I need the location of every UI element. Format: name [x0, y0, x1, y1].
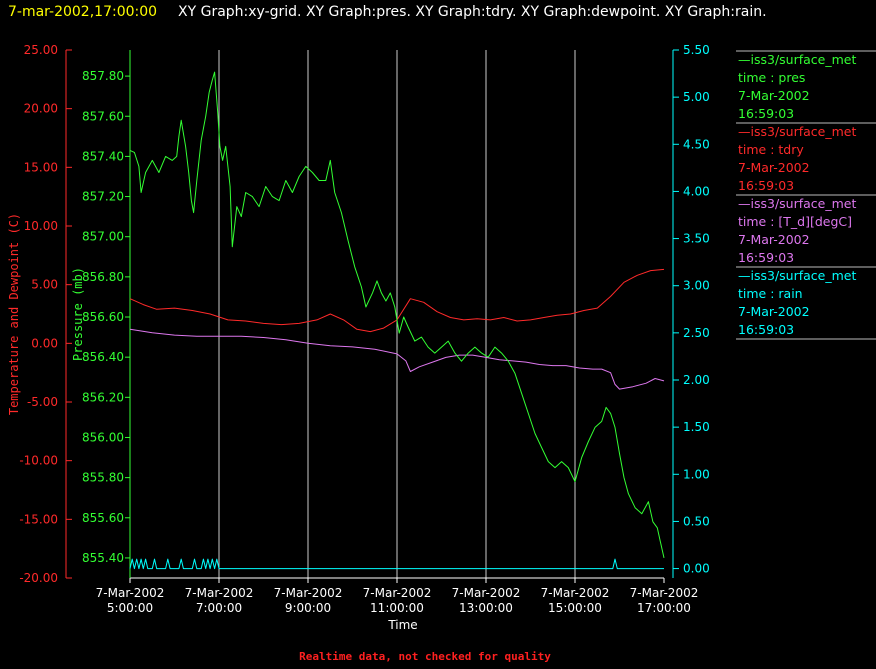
vertical-grid	[218, 50, 576, 578]
y-tick-label-rain: 4.00	[683, 184, 710, 198]
y-tick-label-temperature: -10.00	[19, 454, 58, 468]
y-tick-label-pressure: 857.20	[82, 190, 124, 204]
axes: 7-Mar-20025:00:007-Mar-20027:00:007-Mar-…	[19, 43, 709, 615]
x-tick-date: 7-Mar-2002	[541, 586, 610, 600]
y-tick-label-pressure: 856.80	[82, 270, 124, 284]
y-axis-label-temperature: Temperature and Dewpoint (C)	[7, 213, 21, 415]
y-tick-label-rain: 3.00	[683, 279, 710, 293]
series-line-rain	[129, 558, 664, 570]
y-tick-label-temperature: 15.00	[24, 160, 58, 174]
y-tick-label-temperature: -15.00	[19, 512, 58, 526]
y-tick-label-temperature: 5.00	[31, 278, 58, 292]
y-tick-label-temperature: -5.00	[27, 395, 58, 409]
y-tick-label-temperature: 25.00	[24, 43, 58, 57]
legend-entry-text: 7-Mar-2002	[738, 88, 810, 103]
x-tick-date: 7-Mar-2002	[185, 586, 254, 600]
series-line-pres	[129, 71, 665, 559]
y-axis-label-pressure: Pressure (mb)	[71, 267, 85, 361]
legend-entry-text: —iss3/surface_met	[738, 196, 856, 211]
x-tick-date: 7-Mar-2002	[274, 586, 343, 600]
legend-entry-text: 16:59:03	[738, 250, 794, 265]
y-tick-label-rain: 1.00	[683, 467, 710, 481]
x-tick-date: 7-Mar-2002	[363, 586, 432, 600]
y-tick-label-pressure: 856.40	[82, 350, 124, 364]
legend-entry-text: time : tdry	[738, 142, 804, 157]
y-tick-label-temperature: 10.00	[24, 219, 58, 233]
legend-entry-text: time : [T_d][degC]	[738, 214, 852, 229]
x-axis-label: Time	[387, 618, 417, 632]
y-tick-label-rain: 0.50	[683, 514, 710, 528]
plot-series	[129, 71, 665, 570]
y-tick-label-rain: 2.00	[683, 373, 710, 387]
y-tick-label-pressure: 857.80	[82, 69, 124, 83]
header-graph-titles: XY Graph:xy-grid. XY Graph:pres. XY Grap…	[178, 4, 767, 20]
y-tick-label-pressure: 855.40	[82, 551, 124, 565]
x-tick-time: 13:00:00	[459, 601, 513, 615]
x-tick-date: 7-Mar-2002	[452, 586, 521, 600]
y-tick-label-pressure: 857.00	[82, 230, 124, 244]
legend-entry-text: 7-Mar-2002	[738, 304, 810, 319]
y-tick-label-pressure: 856.60	[82, 310, 124, 324]
y-tick-label-temperature: -20.00	[19, 571, 58, 585]
legend-entry-text: time : rain	[738, 286, 803, 301]
y-tick-label-rain: 1.50	[683, 420, 710, 434]
x-tick-date: 7-Mar-2002	[630, 586, 699, 600]
legend-entry-text: 16:59:03	[738, 178, 794, 193]
legend-entry-text: —iss3/surface_met	[738, 124, 856, 139]
x-tick-time: 5:00:00	[107, 601, 153, 615]
y-tick-label-rain: 4.50	[683, 137, 710, 151]
header-date: 7-mar-2002,17:00:00	[8, 4, 157, 20]
y-tick-label-pressure: 856.00	[82, 430, 124, 444]
legend-entry-text: 16:59:03	[738, 322, 794, 337]
series-line-dew	[129, 328, 665, 390]
y-tick-label-pressure: 857.40	[82, 149, 124, 163]
legend-entry-text: —iss3/surface_met	[738, 268, 856, 283]
x-tick-time: 7:00:00	[196, 601, 242, 615]
y-tick-label-pressure: 855.80	[82, 471, 124, 485]
x-tick-date: 7-Mar-2002	[96, 586, 165, 600]
series-line-tdry	[129, 268, 665, 333]
y-tick-label-temperature: 0.00	[31, 336, 58, 350]
y-tick-label-rain: 3.50	[683, 232, 710, 246]
y-tick-label-pressure: 855.60	[82, 511, 124, 525]
x-tick-time: 11:00:00	[370, 601, 424, 615]
y-tick-label-rain: 5.50	[683, 43, 710, 57]
legend-entry-text: 16:59:03	[738, 106, 794, 121]
x-tick-time: 15:00:00	[548, 601, 602, 615]
legend-entry-text: 7-Mar-2002	[738, 160, 810, 175]
legend-entry-text: time : pres	[738, 70, 805, 85]
quality-note: Realtime data, not checked for quality	[299, 650, 551, 663]
legend-entry-text: —iss3/surface_met	[738, 52, 856, 67]
y-tick-label-rain: 0.00	[683, 562, 710, 576]
legend-entry-text: 7-Mar-2002	[738, 232, 810, 247]
x-tick-time: 9:00:00	[285, 601, 331, 615]
y-tick-label-pressure: 857.60	[82, 109, 124, 123]
y-tick-label-temperature: 20.00	[24, 102, 58, 116]
y-tick-label-pressure: 856.20	[82, 390, 124, 404]
y-tick-label-rain: 5.00	[683, 90, 710, 104]
x-tick-time: 17:00:00	[637, 601, 691, 615]
y-tick-label-rain: 2.50	[683, 326, 710, 340]
